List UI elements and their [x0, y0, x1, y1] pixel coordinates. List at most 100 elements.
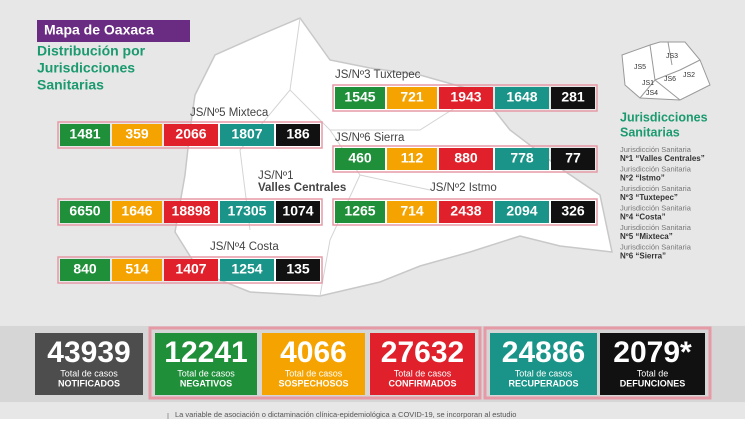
case-count: 359: [125, 126, 149, 142]
case-box: [276, 124, 320, 146]
case-count: 1265: [344, 203, 375, 219]
jurisdiction-label: JS/Nº6 Sierra: [335, 132, 405, 144]
group-frame: [483, 326, 712, 400]
case-box: [551, 201, 595, 223]
row-frame: [332, 84, 598, 112]
total-box: [262, 333, 365, 395]
case-box: [164, 124, 218, 146]
case-box: [495, 148, 549, 170]
row-frame: [332, 198, 598, 226]
case-box: [387, 87, 437, 109]
total-caption: Total de casos: [60, 368, 118, 378]
case-count: 77: [565, 150, 581, 166]
case-box: [335, 148, 385, 170]
inset-label: JS1: [642, 80, 654, 87]
case-count: 514: [125, 261, 149, 277]
case-box: [164, 259, 218, 281]
legend-title: Jurisdicciones: [620, 110, 708, 124]
total-box: [490, 333, 597, 395]
case-box: [335, 87, 385, 109]
case-count: 1254: [231, 261, 262, 277]
case-count: 6650: [69, 203, 100, 219]
case-box: [220, 201, 274, 223]
legend-name: Nº3 “Tuxtepec”: [620, 193, 678, 202]
total-label: SOSPECHOSOS: [278, 378, 348, 388]
case-box: [387, 201, 437, 223]
case-count: 17305: [228, 203, 267, 219]
case-count: 1481: [69, 126, 100, 142]
jurisdiction-label: JS/Nº3 Tuxtepec: [335, 69, 421, 81]
jurisdiction-label: Valles Centrales: [258, 182, 346, 194]
case-box: [220, 259, 274, 281]
case-box: [112, 201, 162, 223]
subtitle: Distribución por: [37, 43, 146, 59]
total-value: 24886: [502, 336, 585, 369]
total-label: NOTIFICADOS: [58, 378, 120, 388]
legend-name: Nº2 “Istmo”: [620, 174, 665, 183]
map-borders: [239, 17, 481, 297]
total-value: 12241: [164, 336, 247, 369]
case-box: [276, 259, 320, 281]
case-count: 714: [400, 203, 424, 219]
case-count: 1407: [175, 261, 206, 277]
case-count: 1545: [344, 89, 375, 105]
inset-label: JS5: [634, 64, 646, 71]
case-count: 1648: [506, 89, 537, 105]
case-count: 778: [510, 150, 534, 166]
case-count: 1807: [231, 126, 262, 142]
legend-name: Nº6 “Sierra”: [620, 252, 666, 261]
case-box: [112, 124, 162, 146]
jurisdiction-label: JS/Nº1: [258, 170, 294, 182]
jurisdiction-label: JS/Nº2 Istmo: [430, 182, 497, 194]
case-box: [60, 124, 110, 146]
case-box: [551, 148, 595, 170]
total-caption: Total de casos: [285, 368, 343, 378]
total-box: [35, 333, 143, 395]
legend-prefix: Jurisdicción Sanitaria: [620, 164, 692, 173]
inset-map: [621, 41, 711, 101]
row-frame: [57, 121, 323, 149]
case-box: [439, 148, 493, 170]
case-count: 2066: [175, 126, 206, 142]
jurisdiction-label: JS/Nº5 Mixteca: [190, 107, 269, 119]
total-label: DEFUNCIONES: [620, 378, 686, 388]
case-box: [276, 201, 320, 223]
legend-title: Sanitarias: [620, 125, 680, 139]
case-count: 1074: [282, 203, 313, 219]
case-count: 135: [286, 261, 310, 277]
legend-prefix: Jurisdicción Sanitaria: [620, 184, 692, 193]
total-caption: Total de: [637, 368, 669, 378]
total-value: 2079*: [613, 336, 692, 369]
case-count: 1646: [121, 203, 152, 219]
case-box: [220, 124, 274, 146]
title-box: [37, 20, 190, 42]
case-count: 281: [561, 89, 585, 105]
inset-label: JS4: [646, 90, 658, 97]
total-box: [370, 333, 475, 395]
case-count: 460: [348, 150, 372, 166]
case-box: [60, 259, 110, 281]
inset-label: JS3: [666, 53, 678, 60]
legend-prefix: Jurisdicción Sanitaria: [620, 242, 692, 251]
case-box: [60, 201, 110, 223]
case-count: 326: [561, 203, 585, 219]
total-box: [155, 333, 257, 395]
total-label: NEGATIVOS: [180, 378, 232, 388]
inset-label: JS6: [664, 76, 676, 83]
total-caption: Total de casos: [394, 368, 452, 378]
total-label: CONFIRMADOS: [389, 378, 457, 388]
case-box: [164, 201, 218, 223]
case-count: 18898: [172, 203, 211, 219]
total-label: RECUPERADOS: [508, 378, 578, 388]
case-box: [335, 201, 385, 223]
case-count: 186: [286, 126, 310, 142]
legend-prefix: Jurisdicción Sanitaria: [620, 145, 692, 154]
case-box: [551, 87, 595, 109]
case-count: 2094: [506, 203, 537, 219]
group-frame: [148, 326, 482, 400]
total-value: 4066: [280, 336, 347, 369]
total-value: 43939: [47, 336, 130, 369]
case-box: [495, 87, 549, 109]
